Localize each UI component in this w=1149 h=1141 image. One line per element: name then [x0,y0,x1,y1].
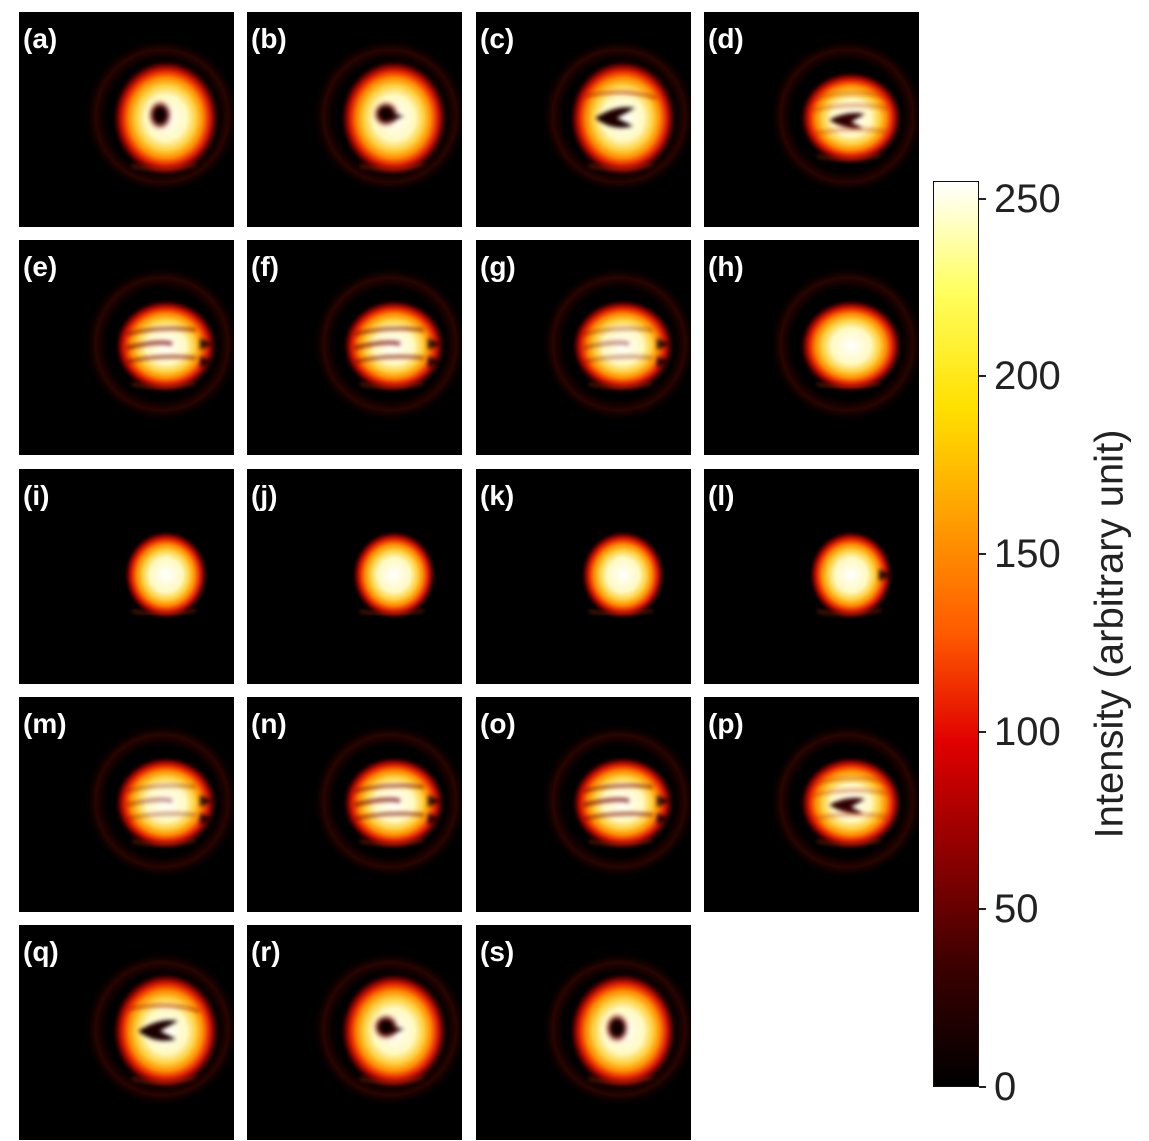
panel-label: (l) [708,480,735,511]
beam-profile-image [541,723,691,879]
panel-label: (s) [480,936,515,967]
panel-label: (q) [23,936,59,967]
beam-profile-image [769,38,919,194]
beam-profile-image [84,723,234,879]
beam-profile-image [541,266,691,422]
colorbar-tick-label: 250 [994,176,1061,221]
colorbar-tick-label: 200 [994,354,1061,399]
beam-panel: (d) [704,12,919,227]
colorbar-tick-label: 100 [994,709,1061,754]
beam-panel: (i) [19,469,234,684]
beam-profile-image [84,38,234,194]
beam-panel: (n) [247,697,462,912]
panel-label: (j) [251,480,278,511]
panel-label: (h) [708,251,744,282]
colorbar-tick-mark [979,730,986,733]
beam-panel: (b) [247,12,462,227]
beam-profile-image [312,266,462,422]
panel-label: (f) [251,251,279,282]
beam-profile-image [769,723,919,879]
beam-panel: (k) [476,469,691,684]
panel-label: (c) [480,23,515,54]
panel-label: (i) [23,480,50,511]
beam-profile-image [580,530,666,620]
beam-panel: (g) [476,240,691,455]
beam-profile-image [541,38,691,194]
colorbar-tick-label: 50 [994,887,1039,932]
beam-profile-image [769,266,919,422]
beam-profile-image [84,951,234,1107]
beam-panel: (p) [704,697,919,912]
colorbar [933,181,979,1087]
colorbar-tick-mark [979,197,986,200]
colorbar-title: Intensity (arbitrary unit) [1087,429,1132,839]
colorbar-tick-mark [979,375,986,378]
panel-label: (m) [23,708,67,739]
panel-label: (a) [23,23,58,54]
beam-panel: (f) [247,240,462,455]
beam-panel: (s) [476,925,691,1140]
colorbar-tick-label: 0 [994,1065,1017,1109]
beam-profile-image [312,38,462,194]
panel-label: (g) [480,251,516,282]
beam-profile-image [351,530,437,620]
beam-profile-image [84,266,234,422]
colorbar-tick-mark [979,1086,986,1088]
panel-label: (k) [480,480,515,511]
beam-panel: (m) [19,697,234,912]
beam-profile-image [808,530,894,620]
panel-label: (d) [708,23,744,54]
beam-profile-image [123,530,209,620]
beam-panel: (a) [19,12,234,227]
beam-profile-image [541,951,691,1107]
colorbar-tick-mark [979,908,986,911]
beam-profile-image [312,951,462,1107]
panel-label: (e) [23,251,58,282]
panel-label: (b) [251,23,287,54]
panel-label: (r) [251,936,281,967]
beam-panel: (h) [704,240,919,455]
beam-panel: (q) [19,925,234,1140]
panel-label: (o) [480,708,516,739]
colorbar-tick-label: 150 [994,532,1061,577]
beam-panel: (j) [247,469,462,684]
beam-profile-image [312,723,462,879]
beam-panel: (l) [704,469,919,684]
panel-label: (n) [251,708,287,739]
beam-panel: (e) [19,240,234,455]
beam-panel: (r) [247,925,462,1140]
colorbar-tick-mark [979,553,986,556]
panel-label: (p) [708,708,744,739]
beam-panel: (c) [476,12,691,227]
beam-panel: (o) [476,697,691,912]
